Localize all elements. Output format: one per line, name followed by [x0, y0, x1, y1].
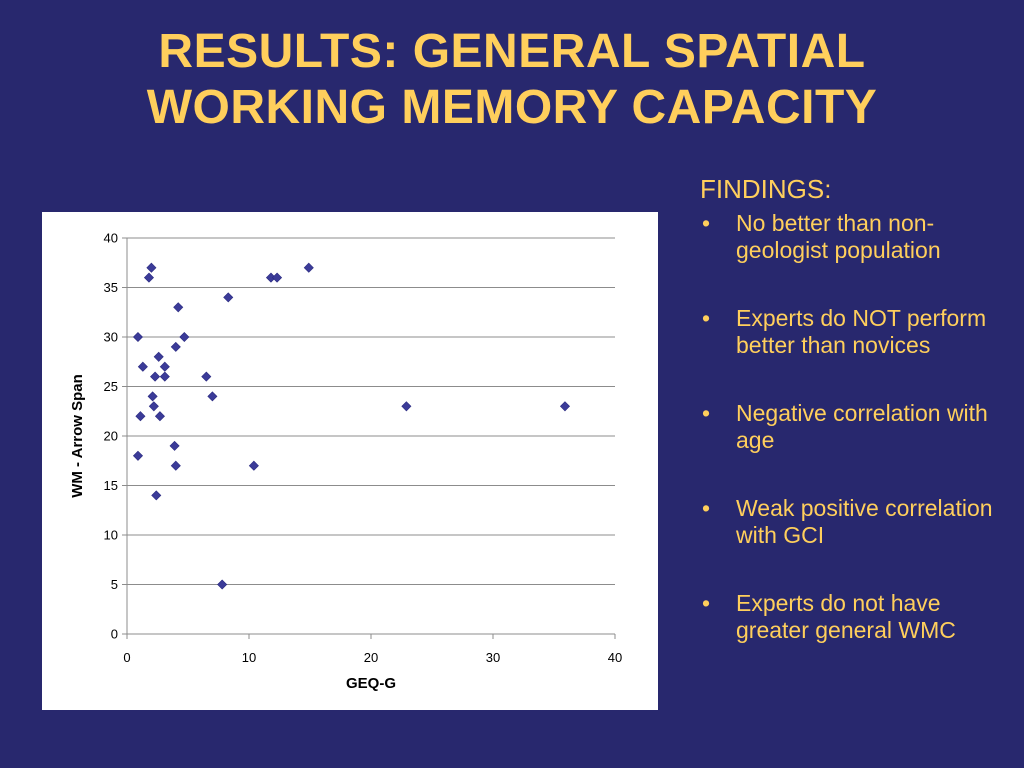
- findings-heading: FINDINGS:: [700, 174, 832, 204]
- y-tick-label: 0: [111, 627, 118, 642]
- data-point: [272, 272, 283, 283]
- bullet-icon: •: [702, 210, 711, 236]
- data-point: [169, 440, 180, 451]
- data-point: [132, 450, 144, 461]
- scatter-chart-panel: 0 5 10 15 20 25 30 35 40 0 10 20 30 40 GEQ-G WM - Arr…: [42, 212, 658, 710]
- bullet-icon: •: [702, 590, 711, 616]
- data-point-layer: [132, 262, 571, 590]
- findings-list: • No better than non-geologist population…: [700, 210, 1000, 644]
- data-point: [147, 391, 158, 402]
- finding-text: Experts do not have greater general WMC: [736, 590, 956, 643]
- data-point: [401, 401, 412, 412]
- bullet-icon: •: [702, 495, 711, 521]
- finding-text: No better than non-geologist population: [736, 210, 941, 263]
- y-tick-label: 15: [104, 478, 118, 493]
- finding-item: • Experts do not have greater general WMC: [700, 590, 1000, 644]
- data-point: [207, 391, 218, 402]
- x-tick-label: 20: [364, 650, 378, 665]
- x-tick-label: 10: [242, 650, 256, 665]
- finding-item: • Experts do NOT perform better than novi…: [700, 305, 1000, 359]
- x-tick-label: 0: [123, 650, 130, 665]
- finding-item: • Weak positive correlation with GCI: [700, 495, 1000, 549]
- data-point: [179, 331, 190, 343]
- data-point: [170, 460, 181, 471]
- bullet-icon: •: [702, 305, 711, 331]
- slide-title: RESULTS: GENERAL SPATIAL WORKING MEMORY …: [0, 24, 1024, 136]
- data-point: [170, 341, 181, 352]
- data-point: [303, 262, 314, 273]
- data-point: [559, 401, 571, 412]
- y-tick-label: 40: [104, 231, 118, 246]
- y-tick-label: 25: [104, 379, 118, 394]
- data-point: [150, 371, 161, 382]
- data-point: [159, 371, 170, 382]
- finding-text: Experts do NOT perform better than novic…: [736, 305, 987, 358]
- data-point: [159, 361, 170, 372]
- data-point: [137, 361, 148, 372]
- data-point: [135, 411, 146, 422]
- data-point: [217, 579, 228, 590]
- finding-item: • No better than non-geologist population: [700, 210, 1000, 264]
- data-point: [146, 262, 157, 273]
- data-point: [132, 331, 144, 343]
- y-axis-title: WM - Arrow Span: [69, 374, 86, 498]
- y-tick-label: 5: [111, 577, 118, 592]
- data-point: [151, 490, 162, 501]
- data-point: [154, 411, 165, 422]
- slide-title-line-1: RESULTS: GENERAL SPATIAL: [158, 25, 866, 78]
- data-point: [153, 351, 164, 362]
- data-point: [148, 401, 159, 412]
- tick-label-layer: 0 5 10 15 20 25 30 35 40 0 10 20 30 40: [104, 231, 623, 666]
- y-tick-label: 30: [104, 330, 118, 345]
- slide-title-line-2: WORKING MEMORY CAPACITY: [146, 81, 878, 134]
- bullet-icon: •: [702, 400, 711, 426]
- x-axis-title: GEQ-G: [346, 675, 396, 692]
- axis-layer: [122, 237, 616, 639]
- x-tick-label: 40: [608, 650, 622, 665]
- grid-layer: [127, 237, 615, 585]
- data-point: [201, 371, 212, 382]
- x-tick-label: 30: [486, 650, 500, 665]
- data-point: [143, 272, 154, 283]
- finding-item: • Negative correlation with age: [700, 400, 1000, 454]
- scatter-chart: 0 5 10 15 20 25 30 35 40 0 10 20 30 40 GEQ-G WM - Arr…: [69, 231, 623, 693]
- y-tick-label: 35: [104, 280, 118, 295]
- y-tick-label: 20: [104, 429, 118, 444]
- data-point: [223, 292, 234, 303]
- y-tick-label: 10: [104, 528, 118, 543]
- finding-text: Weak positive correlation with GCI: [736, 495, 993, 548]
- findings-panel: FINDINGS: • No better than non-geologist …: [700, 172, 1000, 685]
- finding-text: Negative correlation with age: [736, 400, 988, 453]
- data-point: [248, 460, 259, 471]
- data-point: [173, 302, 184, 313]
